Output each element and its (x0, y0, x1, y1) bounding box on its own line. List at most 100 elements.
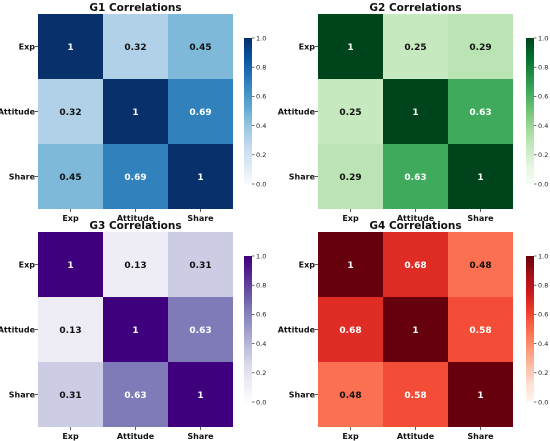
colorbar-tick-label: 0.8 (538, 282, 548, 290)
y-tick-label: Share (289, 173, 316, 182)
heatmap-cell (168, 144, 233, 209)
colorbar-tick-label: 1.0 (538, 252, 548, 260)
colorbar-tick-label: 0.8 (256, 282, 266, 290)
heatmap-panel-3: G3 Correlations 1 0.13 0.31 0.13 1 0.63 0.31 0.6… (0, 220, 266, 441)
heatmap-cell (38, 79, 103, 144)
heatmap-cell (383, 362, 448, 427)
heatmap-cell (168, 232, 233, 297)
cell-value-label: 0.31 (59, 391, 81, 401)
y-tick-label: Attitude (278, 326, 316, 335)
panel-title: G2 Correlations (369, 2, 461, 14)
x-tick-label: Exp (342, 214, 359, 223)
cell-value-label: 0.32 (59, 108, 81, 118)
panel-title: G4 Correlations (369, 220, 461, 232)
y-tick-label: Exp (299, 261, 316, 270)
colorbar-tick-label: 0.2 (538, 369, 548, 377)
y-tick-label: Share (9, 391, 36, 400)
cell-value-label: 0.29 (339, 173, 361, 183)
heatmap-cell (168, 79, 233, 144)
cell-value-label: 1 (67, 43, 73, 53)
heatmap-cell (38, 362, 103, 427)
heatmap-cell (448, 297, 513, 362)
heatmap-cell (448, 79, 513, 144)
cell-value-label: 1 (477, 391, 483, 401)
heatmap-cell (383, 297, 448, 362)
cell-value-label: 0.63 (469, 108, 491, 118)
cell-value-label: 0.25 (404, 43, 426, 53)
colorbar (526, 256, 534, 402)
heatmap-cell (38, 232, 103, 297)
colorbar-tick-label: 0.8 (538, 64, 548, 72)
colorbar-tick-label: 0.6 (256, 311, 266, 319)
cell-value-label: 1 (197, 391, 203, 401)
cell-value-label: 0.69 (189, 108, 211, 118)
heatmap-cell (448, 362, 513, 427)
colorbar-tick-label: 0.4 (538, 122, 548, 130)
heatmap-cell (383, 232, 448, 297)
colorbar-tick-label: 0.0 (538, 398, 548, 406)
colorbar-tick-label: 1.0 (256, 34, 266, 42)
heatmap-cell (318, 297, 383, 362)
heatmap-cell (448, 232, 513, 297)
heatmap-cell (38, 14, 103, 79)
heatmap-cell (383, 14, 448, 79)
heatmap-cell (103, 79, 168, 144)
colorbar (244, 38, 252, 184)
cell-value-label: 1 (67, 261, 73, 271)
cell-value-label: 1 (132, 326, 138, 336)
cell-value-label: 1 (347, 43, 353, 53)
x-tick-label: Exp (62, 214, 79, 223)
heatmap-cell (38, 144, 103, 209)
heatmap-cell (103, 362, 168, 427)
heatmap-cell (103, 14, 168, 79)
colorbar-tick-label: 0.4 (538, 340, 548, 348)
colorbar-tick-label: 1.0 (256, 252, 266, 260)
colorbar-tick-label: 0.2 (256, 151, 266, 159)
cell-value-label: 0.63 (189, 326, 211, 336)
cell-value-label: 0.68 (404, 261, 426, 271)
heatmap-cell (383, 144, 448, 209)
heatmap-panel-4: G4 Correlations 1 0.68 0.48 0.68 1 0.58 0.48 0.5… (278, 220, 549, 441)
colorbar-tick-label: 0.4 (256, 122, 266, 130)
cell-value-label: 0.69 (124, 173, 146, 183)
heatmap-cell (318, 144, 383, 209)
y-tick-label: Share (289, 391, 316, 400)
cell-value-label: 1 (412, 326, 418, 336)
heatmap-cell (448, 144, 513, 209)
y-tick-label: Exp (299, 43, 316, 52)
colorbar-tick-label: 0.8 (256, 64, 266, 72)
colorbar-tick-label: 0.4 (256, 340, 266, 348)
colorbar-tick-label: 0.2 (256, 369, 266, 377)
heatmap-cell (383, 79, 448, 144)
cell-value-label: 1 (197, 173, 203, 183)
cell-value-label: 1 (347, 261, 353, 271)
cell-value-label: 1 (477, 173, 483, 183)
heatmap-cell (168, 297, 233, 362)
heatmap-cell (318, 362, 383, 427)
colorbar-tick-label: 0.0 (538, 180, 548, 188)
cell-value-label: 0.45 (189, 43, 211, 53)
cell-value-label: 1 (412, 108, 418, 118)
cell-value-label: 0.63 (404, 173, 426, 183)
heatmap-cell (318, 79, 383, 144)
heatmap-cell (168, 362, 233, 427)
colorbar-tick-label: 0.0 (256, 180, 266, 188)
y-tick-label: Exp (19, 43, 36, 52)
colorbar-tick-label: 0.6 (256, 93, 266, 101)
cell-value-label: 0.68 (339, 326, 361, 336)
panel-title: G3 Correlations (89, 220, 181, 232)
x-tick-label: Attitude (117, 214, 155, 223)
y-tick-label: Share (9, 173, 36, 182)
cell-value-label: 1 (132, 108, 138, 118)
heatmap-cell (103, 232, 168, 297)
heatmap-cell (103, 144, 168, 209)
colorbar-tick-label: 0.2 (538, 151, 548, 159)
colorbar (526, 38, 534, 184)
cell-value-label: 0.25 (339, 108, 361, 118)
heatmap-panel-1: G1 Correlations 1 0.32 0.45 0.32 1 0.69 0.45 0.6… (0, 2, 266, 223)
cell-value-label: 0.48 (339, 391, 361, 401)
cell-value-label: 0.58 (404, 391, 426, 401)
cell-value-label: 0.13 (124, 261, 146, 271)
cell-value-label: 0.13 (59, 326, 81, 336)
